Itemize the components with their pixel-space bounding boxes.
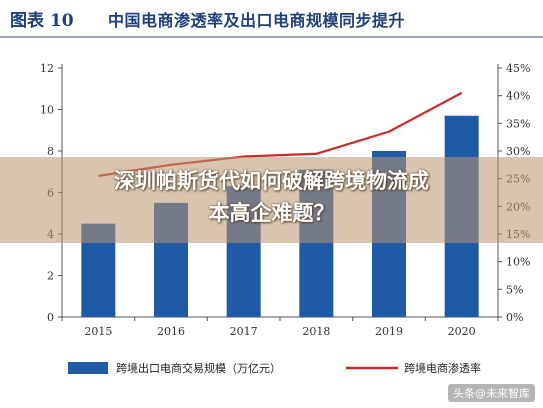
x-tick-label: 2020 — [448, 325, 476, 338]
x-tick-label: 2016 — [157, 325, 185, 338]
y-left-tick-label: 10 — [40, 104, 54, 117]
x-tick-label: 2019 — [375, 325, 403, 338]
y-right-tick-label: 5% — [506, 283, 523, 296]
y-left-tick-label: 8 — [47, 145, 54, 158]
y-left-tick-label: 12 — [40, 62, 54, 75]
watermark: 头条@未来智库 — [448, 384, 535, 402]
y-right-tick-label: 35% — [506, 117, 530, 130]
overlay-headline: 深圳帕斯货代如何破解跨境物流成 本高企难题？ — [0, 165, 543, 229]
x-tick-label: 2015 — [84, 325, 112, 338]
y-right-tick-label: 30% — [506, 145, 530, 158]
y-left-tick-label: 0 — [47, 311, 54, 324]
figure-header: 图表 10 中国电商渗透率及出口电商规模同步提升 — [0, 0, 543, 38]
y-right-tick-label: 40% — [506, 90, 530, 103]
figure-number: 图表 10 — [10, 11, 74, 31]
y-right-tick-label: 0% — [506, 311, 523, 324]
y-right-tick-label: 45% — [506, 62, 530, 75]
legend-bar-swatch — [68, 362, 108, 374]
x-tick-label: 2018 — [302, 325, 330, 338]
overlay-headline-line-2: 本高企难题？ — [208, 201, 335, 225]
legend-bar-label: 跨境出口电商交易规模（万亿元） — [116, 361, 281, 375]
x-tick-label: 2017 — [230, 325, 258, 338]
overlay-headline-line-1: 深圳帕斯货代如何破解跨境物流成 — [114, 169, 429, 193]
chart-title: 中国电商渗透率及出口电商规模同步提升 — [108, 11, 406, 30]
legend-line-label: 跨境电商渗透率 — [404, 361, 481, 375]
y-left-tick-label: 2 — [47, 270, 54, 283]
y-right-tick-label: 10% — [506, 256, 530, 269]
overlay-banner — [0, 157, 543, 243]
